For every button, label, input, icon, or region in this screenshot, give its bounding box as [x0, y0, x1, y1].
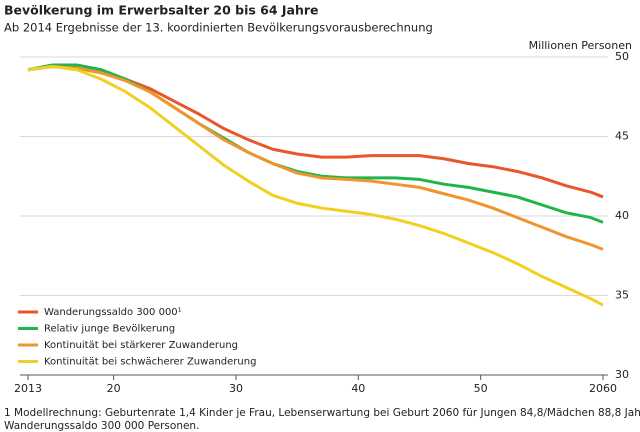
- x-tick-label: 20: [107, 382, 121, 395]
- series-line: [27, 65, 604, 251]
- y-tick-label: 40: [615, 209, 629, 222]
- x-tick-label: 40: [351, 382, 365, 395]
- y-tick-label: 50: [615, 50, 629, 63]
- series-line: [27, 65, 604, 307]
- y-tick-label: 35: [615, 289, 629, 302]
- legend-label: Kontinuität bei stärkerer Zuwanderung: [44, 340, 238, 351]
- legend-label: Relativ junge Bevölkerung: [44, 324, 175, 335]
- legend-label: Wanderungssaldo 300 000¹: [44, 307, 182, 318]
- footnote: 1 Modellrechnung: Geburtenrate 1,4 Kinde…: [4, 407, 640, 419]
- y-tick-label: 45: [615, 130, 629, 143]
- y-tick-label: 30: [615, 368, 629, 381]
- series-line: [27, 63, 604, 224]
- x-tick-label: 2013: [14, 382, 42, 395]
- x-tick-label: 50: [474, 382, 488, 395]
- chart-title: Bevölkerung im Erwerbsalter 20 bis 64 Ja…: [4, 3, 319, 18]
- legend-label: Kontinuität bei schwächerer Zuwanderung: [44, 357, 256, 368]
- x-tick-label: 2060: [589, 382, 617, 395]
- chart-subtitle: Ab 2014 Ergebnisse der 13. koordinierten…: [4, 21, 433, 35]
- y-axis-label: Millionen Personen: [529, 39, 632, 52]
- footnote: Wanderungssaldo 300 000 Personen.: [4, 420, 199, 432]
- x-tick-label: 30: [229, 382, 243, 395]
